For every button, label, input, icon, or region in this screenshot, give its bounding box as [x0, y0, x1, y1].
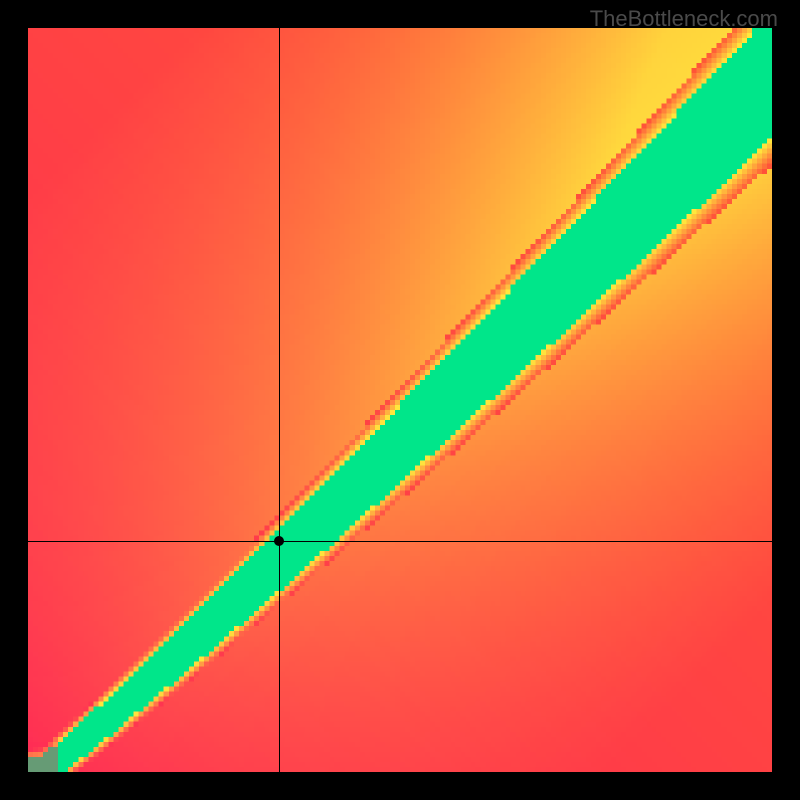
heatmap-canvas [28, 28, 772, 772]
watermark-text: TheBottleneck.com [590, 6, 778, 32]
bottleneck-heatmap [28, 28, 772, 772]
